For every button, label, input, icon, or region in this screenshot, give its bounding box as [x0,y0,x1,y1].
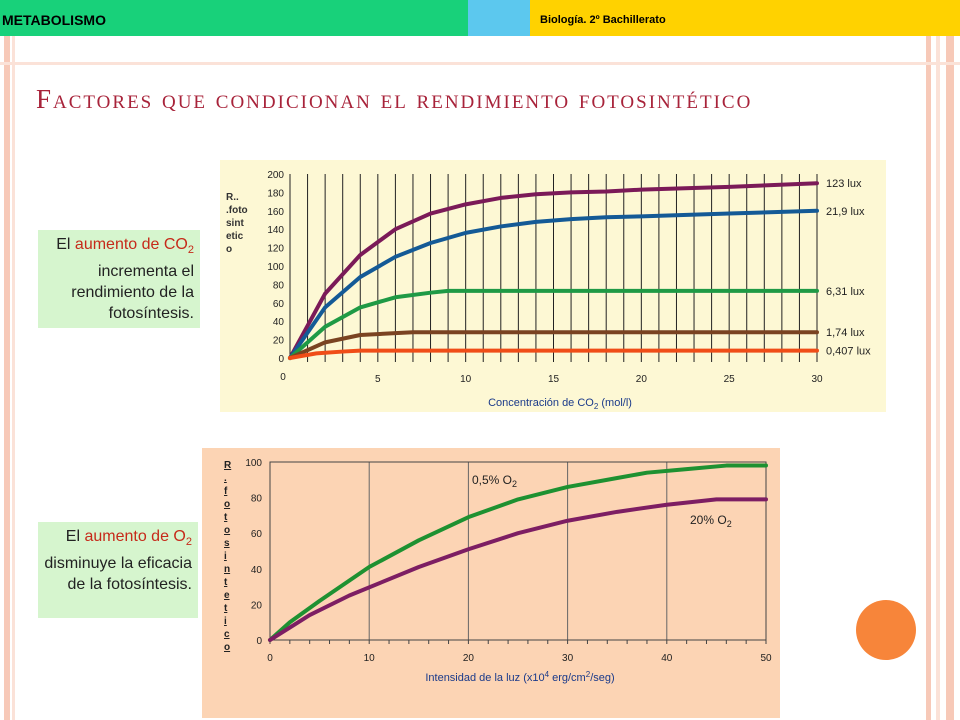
right-border-stripe [926,36,931,720]
o2-chart-y-tick-label: 40 [251,565,263,576]
co2-chart-y-tick-label: 140 [267,225,284,236]
co2-chart-y-tick-label: 20 [273,336,285,347]
right-border-stripe-2 [946,36,954,720]
decorative-orange-circle [856,600,916,660]
header-bar-middle [468,0,530,36]
co2-note: El aumento de CO2 incrementa el rendimie… [38,230,200,328]
co2-chart-x-tick-label: 15 [548,374,560,385]
co2-series-label: 6,31 lux [826,286,865,298]
co2-chart-x-tick-label: 10 [460,374,472,385]
o2-series-label: 20% O2 [690,513,732,529]
page-title: Factores que condicionan el rendimiento … [36,84,753,114]
co2-chart-ylabel: R.. .foto sint etic o [226,192,248,255]
co2-chart-x-tick-label: 30 [811,374,823,385]
co2-chart-x-tick-label: 5 [375,374,381,385]
co2-series-label: 123 lux [826,178,862,190]
o2-series-line [268,497,768,642]
co2-note-subscript: 2 [187,244,194,257]
o2-chart-panel: 0 20 40 60 80 100 0 10 20 30 40 50 0,5% O2 20% O2 R.f… [202,448,780,718]
o2-chart: 0 20 40 60 80 100 0 10 20 30 40 50 0,5% O2 20% O2 R.f… [224,458,772,684]
co2-series-line [288,348,819,360]
co2-series-line [288,330,819,360]
o2-chart-frame [269,461,767,641]
co2-note-post: incrementa el rendimiento de la fotosínt… [71,263,194,323]
co2-chart-y-tick-label: 160 [267,207,284,218]
o2-note-post: disminuye la eficacia de la fotosíntesis… [44,555,192,594]
co2-chart-x-tick-label: 20 [636,374,648,385]
o2-chart-x-tick-label: 0 [267,653,273,664]
o2-note: El aumento de O2 disminuye la eficacia d… [38,522,198,618]
header-bar-left [0,0,468,36]
left-border-stripe-light [12,36,15,720]
co2-chart-y-tick-label: 200 [267,170,284,181]
o2-chart-y-tick-label: 60 [251,529,263,540]
co2-chart: 0 20 40 60 80 100 120 140 160 180 200 5 10 15 20 25 30 0 1… [226,170,871,411]
o2-series-label: 0,5% O2 [472,473,517,489]
right-border-stripe-light [936,36,940,720]
o2-chart-x-tick-label: 30 [562,653,574,664]
co2-chart-y-tick-label: 180 [267,188,284,199]
o2-chart-y-tick-label: 80 [251,494,263,505]
header-left-label: METABOLISMO [2,12,106,28]
co2-chart-y-tick-label: 60 [273,299,285,310]
co2-chart-y-tick-label: 0 [278,354,284,365]
co2-series-label: 21,9 lux [826,206,865,218]
o2-chart-y-tick-label: 100 [245,458,262,469]
co2-series-label: 1,74 lux [826,327,865,339]
o2-chart-xlabel: Intensidad de la luz (x104 erg/cm2/seg) [425,670,614,684]
co2-series-label: 0,407 lux [826,346,871,358]
co2-series-line [288,208,819,360]
o2-chart-x-tick-label: 10 [364,653,376,664]
o2-chart-y-tick-label: 0 [256,636,262,647]
title-divider-line [0,62,960,65]
co2-chart-y-tick-label: 40 [273,317,285,328]
o2-chart-x-tick-label: 50 [760,653,772,664]
co2-chart-y-tick-label: 120 [267,244,284,255]
o2-note-subscript: 2 [185,536,192,549]
left-border-stripe [4,36,10,720]
o2-chart-x-tick-label: 20 [463,653,475,664]
co2-chart-y-tick-label: 80 [273,280,285,291]
o2-note-pre: El [65,528,85,545]
o2-chart-y-tick-label: 20 [251,600,263,611]
o2-series-line [268,463,768,642]
co2-chart-y-tick-label: 100 [267,262,284,273]
co2-chart-x-tick-label: 25 [724,374,736,385]
header-bar-right [530,0,960,36]
o2-note-highlight: aumento de O [84,528,186,545]
o2-chart-x-tick-label: 40 [661,653,673,664]
co2-chart-xlabel: Concentración de CO2 (mol/l) [488,397,632,411]
co2-chart-panel: 0 20 40 60 80 100 120 140 160 180 200 5 10 15 20 25 30 0 1… [220,160,886,412]
co2-note-highlight: aumento de CO [74,236,188,253]
header-right-label: Biología. 2º Bachillerato [540,14,666,26]
co2-series-line [288,288,819,360]
co2-series-line [288,181,819,360]
co2-chart-x-zero-label: 0 [280,372,286,383]
co2-note-pre: El [56,236,75,253]
